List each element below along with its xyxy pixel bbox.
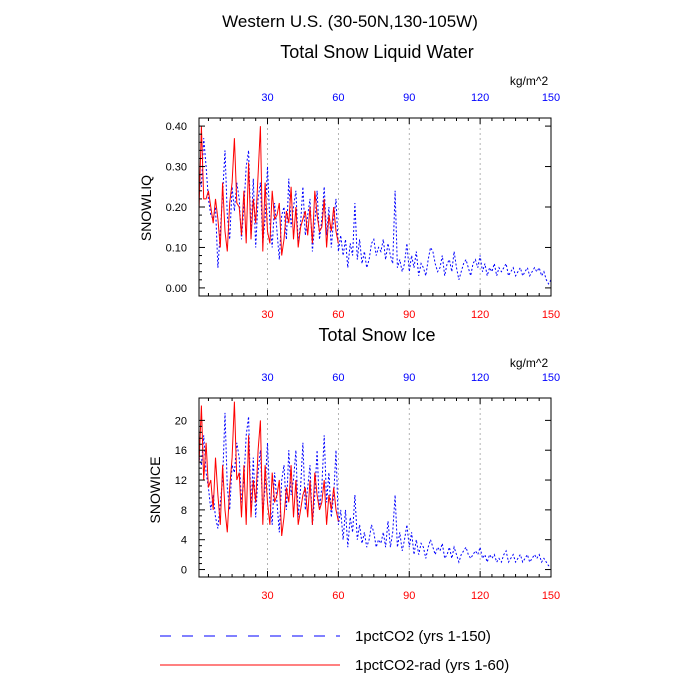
y-tick-label-snowice: 8 bbox=[181, 505, 187, 517]
x-tick-label-bottom-snowliq: 30 bbox=[261, 309, 273, 321]
panel-title-snowliq: Total Snow Liquid Water bbox=[280, 42, 473, 62]
series-line-snowice-1pctco2 bbox=[198, 412, 551, 567]
y-axis-label-snowliq: SNOWLIQ bbox=[138, 175, 154, 241]
x-tick-label-bottom-snowice: 90 bbox=[403, 590, 415, 602]
y-tick-label-snowliq: 0.30 bbox=[166, 162, 187, 174]
series-line-snowliq-1pctco2-rad bbox=[198, 126, 339, 256]
plot-frame-snowice bbox=[198, 397, 552, 578]
chart-panel-snowliq: Total Snow Liquid Water kg/m^2 SNOWLIQ 0… bbox=[138, 42, 560, 321]
series-line-snowice-1pctco2-rad bbox=[198, 401, 339, 537]
y-tick-label-snowice: 12 bbox=[175, 475, 187, 487]
x-tick-label-top-snowliq: 120 bbox=[471, 92, 489, 104]
x-tick-label-top-snowliq: 30 bbox=[261, 92, 273, 104]
x-tick-label-top-snowliq: 150 bbox=[542, 92, 560, 104]
y-tick-label-snowice: 16 bbox=[175, 445, 187, 457]
y-tick-label-snowice: 0 bbox=[181, 565, 187, 577]
x-tick-label-top-snowliq: 90 bbox=[403, 92, 415, 104]
x-tick-label-bottom-snowliq: 60 bbox=[332, 309, 344, 321]
unit-label-snowice: kg/m^2 bbox=[510, 356, 549, 370]
x-tick-label-bottom-snowliq: 90 bbox=[403, 309, 415, 321]
legend: 1pctCO2 (yrs 1-150) 1pctCO2-rad (yrs 1-6… bbox=[160, 628, 509, 674]
legend-label-1pctco2-rad: 1pctCO2-rad (yrs 1-60) bbox=[355, 657, 509, 674]
series-line-snowliq-1pctco2 bbox=[198, 138, 552, 285]
x-tick-label-bottom-snowice: 120 bbox=[471, 590, 489, 602]
legend-label-1pctco2: 1pctCO2 (yrs 1-150) bbox=[355, 628, 491, 645]
y-tick-label-snowliq: 0.00 bbox=[166, 283, 187, 295]
figure-title: Western U.S. (30-50N,130-105W) bbox=[222, 12, 478, 31]
y-tick-label-snowliq: 0.40 bbox=[166, 121, 187, 133]
x-tick-label-top-snowice: 90 bbox=[403, 372, 415, 384]
x-tick-label-top-snowliq: 60 bbox=[332, 92, 344, 104]
x-tick-label-top-snowice: 60 bbox=[332, 372, 344, 384]
panel-title-snowice: Total Snow Ice bbox=[318, 325, 435, 345]
chart-panel-snowice: Total Snow Ice kg/m^2 SNOWICE 0 4 8 12 16 20 3… bbox=[147, 325, 560, 602]
y-tick-label-snowice: 20 bbox=[175, 415, 187, 427]
x-tick-label-top-snowice: 120 bbox=[471, 372, 489, 384]
y-axis-label-snowice: SNOWICE bbox=[147, 457, 163, 524]
y-tick-label-snowice: 4 bbox=[181, 535, 187, 547]
x-tick-label-top-snowice: 150 bbox=[542, 372, 560, 384]
y-tick-label-snowliq: 0.20 bbox=[166, 202, 187, 214]
x-tick-label-bottom-snowliq: 150 bbox=[542, 309, 560, 321]
x-tick-label-bottom-snowice: 60 bbox=[332, 590, 344, 602]
unit-label-snowliq: kg/m^2 bbox=[510, 74, 549, 88]
plot-frame-snowliq bbox=[198, 117, 552, 297]
x-tick-label-top-snowice: 30 bbox=[261, 372, 273, 384]
x-tick-label-bottom-snowliq: 120 bbox=[471, 309, 489, 321]
x-tick-label-bottom-snowice: 30 bbox=[261, 590, 273, 602]
x-tick-label-bottom-snowice: 150 bbox=[542, 590, 560, 602]
y-tick-label-snowliq: 0.10 bbox=[166, 242, 187, 254]
